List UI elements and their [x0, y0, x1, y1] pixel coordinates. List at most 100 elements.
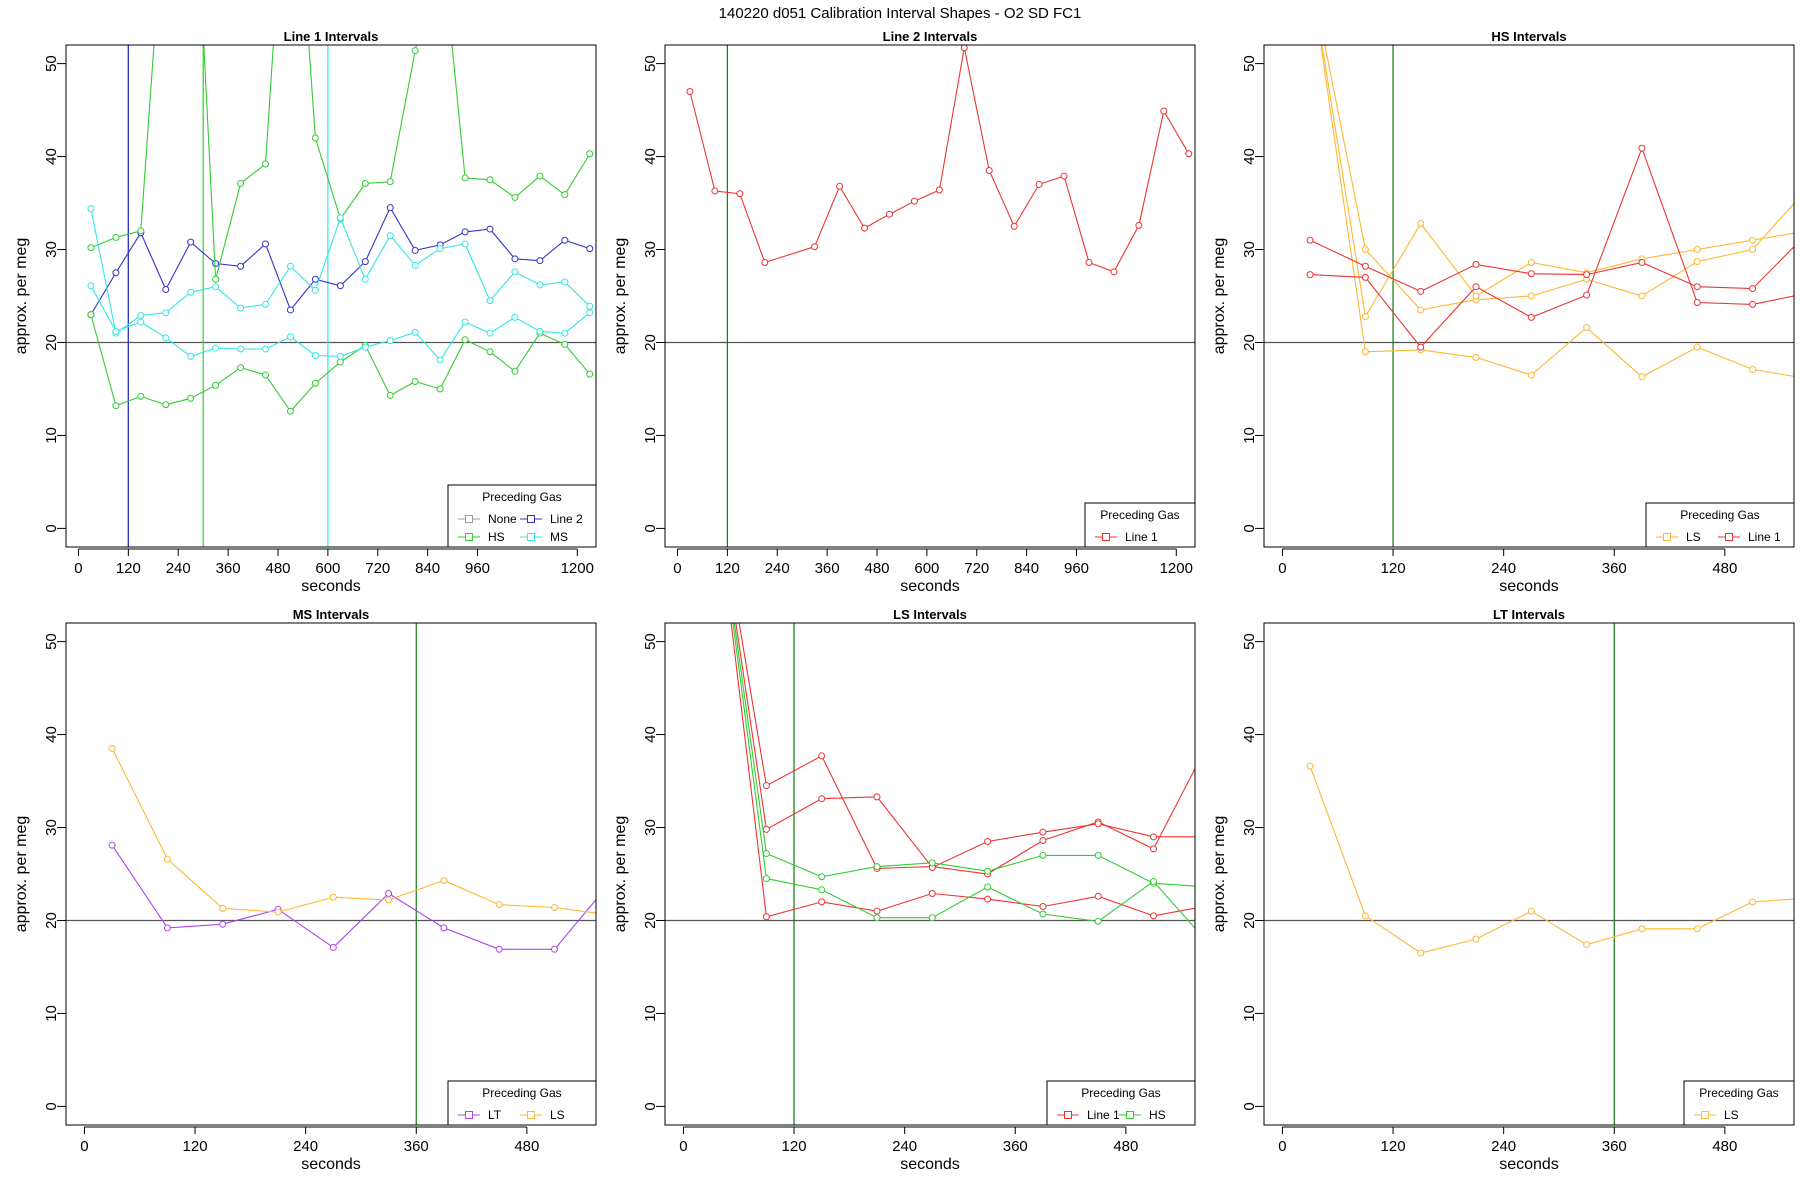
chart-panel-5: LS Intervals 0 120 240 360 480 0 10 20 30 40 50 seco… [612, 607, 1196, 1173]
x-tick-label: 0 [679, 1138, 687, 1155]
data-point [561, 329, 569, 337]
data-point [461, 318, 469, 326]
data-point [329, 893, 337, 901]
plot-frame [664, 44, 1196, 548]
data-point [762, 913, 770, 921]
legend-swatch-marker [1126, 1111, 1134, 1119]
x-tick-label: 240 [1491, 1138, 1516, 1155]
y-tick-label: 0 [43, 1102, 60, 1110]
x-tick-label: 1200 [1160, 560, 1193, 577]
data-point [1150, 912, 1158, 920]
y-tick-label: 20 [1241, 912, 1258, 929]
panel-title: HS Intervals [1491, 29, 1566, 44]
data-point [1185, 150, 1193, 158]
y-tick-label: 40 [1241, 148, 1258, 165]
series-line [1320, 45, 1794, 378]
y-tick-label: 30 [1241, 819, 1258, 836]
data-point [1693, 299, 1701, 307]
data-point [1135, 221, 1143, 229]
data-point [440, 877, 448, 885]
data-point [536, 172, 544, 180]
legend-swatch-marker [1064, 1111, 1072, 1119]
plot-frame [65, 622, 597, 1126]
data-point [1472, 353, 1480, 361]
x-tick-label: 360 [1003, 1138, 1028, 1155]
data-point [1693, 258, 1701, 266]
data-point [386, 204, 394, 212]
data-point [286, 306, 294, 314]
data-point [586, 370, 594, 378]
x-tick-label: 240 [1491, 560, 1516, 577]
data-point [536, 281, 544, 289]
data-point [873, 914, 881, 922]
legend-swatch-marker [1701, 1111, 1709, 1119]
data-point [495, 945, 503, 953]
data-point [586, 245, 594, 253]
data-point [551, 945, 559, 953]
data-point [762, 875, 770, 883]
data-point [361, 343, 369, 351]
x-tick-label: 0 [1278, 1138, 1286, 1155]
data-point [511, 313, 519, 321]
y-axis-label: approx. per meg [612, 238, 629, 355]
y-tick-label: 20 [43, 912, 60, 929]
x-tick-label: 120 [782, 1138, 807, 1155]
data-point [137, 227, 145, 235]
x-tick-label: 960 [465, 560, 490, 577]
y-tick-label: 0 [642, 1102, 659, 1110]
data-point [212, 275, 220, 283]
data-point [329, 943, 337, 951]
y-tick-label: 10 [1241, 427, 1258, 444]
data-point [385, 890, 393, 898]
x-tick-label: 480 [1712, 1138, 1737, 1155]
data-point [1361, 912, 1369, 920]
x-tick-label: 240 [892, 1138, 917, 1155]
plot-frame [65, 44, 597, 548]
x-tick-label: 480 [1113, 1138, 1138, 1155]
y-tick-label: 30 [642, 819, 659, 836]
data-point [495, 901, 503, 909]
legend-entry-label: LS [1686, 530, 1701, 544]
data-point [1306, 236, 1314, 244]
data-point [311, 286, 319, 294]
data-point [486, 348, 494, 356]
data-point [1638, 144, 1646, 152]
data-point [711, 187, 719, 195]
data-point [1150, 833, 1158, 841]
data-point [536, 327, 544, 335]
chart-panel-2: Line 2 Intervals 0 120 240 360 480 600 720 840 96… [612, 29, 1196, 595]
data-point [984, 883, 992, 891]
data-point [1039, 903, 1047, 911]
data-point [112, 233, 120, 241]
data-point [762, 782, 770, 790]
data-point [137, 318, 145, 326]
data-point [1417, 306, 1425, 314]
data-point [960, 45, 968, 52]
y-tick-label: 0 [642, 524, 659, 532]
y-tick-label: 20 [642, 334, 659, 351]
legend: Preceding Gas LS [1683, 1080, 1795, 1126]
legend: Preceding Gas Line 1 HS [1046, 1080, 1196, 1126]
x-axis-label: seconds [1499, 578, 1559, 595]
data-point [762, 825, 770, 833]
legend-swatch-marker [1663, 533, 1671, 541]
data-point [187, 238, 195, 246]
data-point [1417, 343, 1425, 351]
data-point [386, 178, 394, 186]
legend-swatch-marker [1725, 533, 1733, 541]
data-point [1306, 762, 1314, 770]
data-point [411, 328, 419, 336]
data-point [486, 225, 494, 233]
data-point [1417, 287, 1425, 295]
data-point [1150, 845, 1158, 853]
series-group [1306, 45, 1794, 381]
x-tick-label: 600 [914, 560, 939, 577]
y-tick-label: 0 [43, 524, 60, 532]
data-point [1150, 877, 1158, 885]
data-point [1527, 313, 1535, 321]
x-tick-label: 600 [315, 560, 340, 577]
x-tick-label: 120 [183, 1138, 208, 1155]
data-point [1693, 246, 1701, 254]
data-point [137, 392, 145, 400]
legend-entry-label: MS [550, 530, 568, 544]
